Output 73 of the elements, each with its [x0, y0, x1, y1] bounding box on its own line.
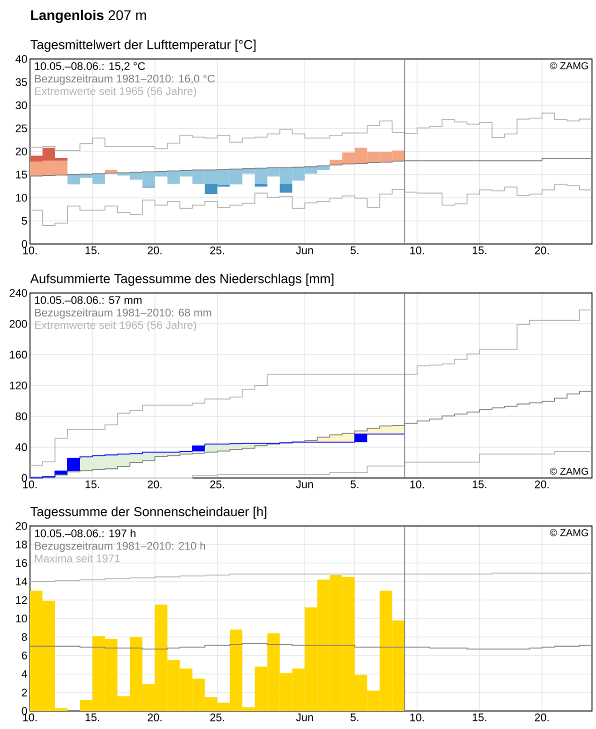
y-tick-label: 240	[10, 289, 28, 297]
annotation: © ZAMG	[550, 529, 588, 536]
series-label: Maxima seit 1971	[35, 554, 120, 562]
x-tick-label: 20.	[148, 480, 162, 488]
y-tick-label: 25	[16, 124, 27, 132]
x-tick-label: 5.	[350, 480, 358, 488]
y-tick-label: 40	[15, 55, 28, 63]
annotation: © ZAMG	[550, 62, 588, 70]
text: Extremwerte seit 1965 (56 Jahre)	[35, 320, 196, 332]
chart-title: Aufsummierte Tagessumme des Niederschlags [mm]	[30, 274, 334, 286]
x-tick-label: 10.	[410, 246, 424, 254]
x-tick-label: Jun	[296, 714, 313, 722]
y-tick-label: 16	[16, 559, 27, 567]
x-tick-label: 10.	[23, 480, 37, 488]
bar	[280, 184, 292, 193]
x-tick-label: 15.	[86, 714, 100, 722]
bar	[254, 184, 268, 187]
x-tick-label: 5.	[350, 246, 358, 254]
y-tick-label: 200	[10, 320, 28, 328]
annotation: 10.05.–08.06.: 197 h	[35, 529, 136, 538]
annotation: 10.05.–08.06.: 57 mm	[35, 296, 142, 304]
y-tick-label: 14	[16, 578, 28, 586]
x-tick-label: 15.	[86, 480, 100, 488]
y-tick-label: 0	[22, 240, 28, 248]
y-tick-label: 20	[16, 148, 28, 156]
text: Langenlois 207 m	[31, 10, 146, 23]
y-tick-label: 15	[16, 170, 27, 178]
x-tick-label: Jun	[296, 480, 313, 488]
x-tick-label: 25.	[210, 714, 224, 722]
y-tick-label: 10	[16, 614, 28, 622]
y-tick-label: 12	[16, 596, 27, 604]
x-tick-label: 5.	[350, 714, 358, 722]
text: Bezugszeitraum 1981–2010: 68 mm	[35, 308, 212, 319]
y-tick-label: 80	[16, 412, 28, 420]
chart-title: Tagesmittelwert der Lufttemperatur [°C]	[30, 40, 256, 52]
bar	[67, 458, 80, 472]
y-tick-label: 120	[10, 382, 28, 390]
x-tick-label: 15.	[86, 246, 100, 254]
x-tick-label: 15.	[472, 714, 486, 722]
x-tick-label: 10.	[23, 714, 37, 722]
text: Bezugszeitraum 1981–2010: 16,0 °C	[35, 74, 215, 85]
y-tick-label: 40	[15, 443, 28, 452]
x-tick-label: 25.	[210, 480, 224, 488]
y-tick-label: 160	[10, 350, 28, 359]
y-tick-label: 0	[22, 474, 28, 482]
x-tick-label: 10.	[410, 714, 424, 722]
y-tick-label: 20	[16, 522, 28, 530]
y-tick-label: 8	[22, 633, 27, 641]
x-tick-label: 20.	[534, 480, 549, 488]
chart-title: Tagessumme der Sonnenscheindauer [h]	[30, 506, 266, 519]
annotation: 10.05.–08.06.: 15,2 °C	[35, 62, 145, 72]
y-tick-label: 5	[22, 217, 27, 225]
x-tick-label: 25.	[210, 246, 224, 254]
y-tick-label: 2	[22, 688, 27, 696]
text: Bezugszeitraum 1981–2010: 210 h	[35, 542, 206, 552]
x-tick-label: 20.	[148, 246, 162, 254]
annotation: © ZAMG	[550, 468, 588, 475]
y-tick-label: 10	[16, 194, 28, 202]
y-tick-label: 4	[22, 670, 28, 678]
y-tick-label: 30	[16, 101, 28, 110]
x-tick-label: 20.	[534, 714, 549, 722]
x-tick-label: Jun	[296, 246, 313, 254]
text: Extremwerte seit 1965 (56 Jahre)	[35, 86, 196, 98]
y-tick-label: 35	[16, 78, 27, 86]
x-tick-label: 15.	[472, 246, 486, 254]
x-tick-label: 20.	[534, 246, 549, 254]
y-tick-label: 0	[22, 707, 28, 715]
x-tick-label: 20.	[148, 714, 162, 722]
y-tick-label: 6	[22, 652, 27, 660]
x-tick-label: 10.	[410, 480, 424, 488]
y-tick-label: 18	[16, 540, 27, 548]
x-tick-label: 15.	[472, 480, 486, 488]
x-tick-label: 10.	[23, 246, 37, 254]
